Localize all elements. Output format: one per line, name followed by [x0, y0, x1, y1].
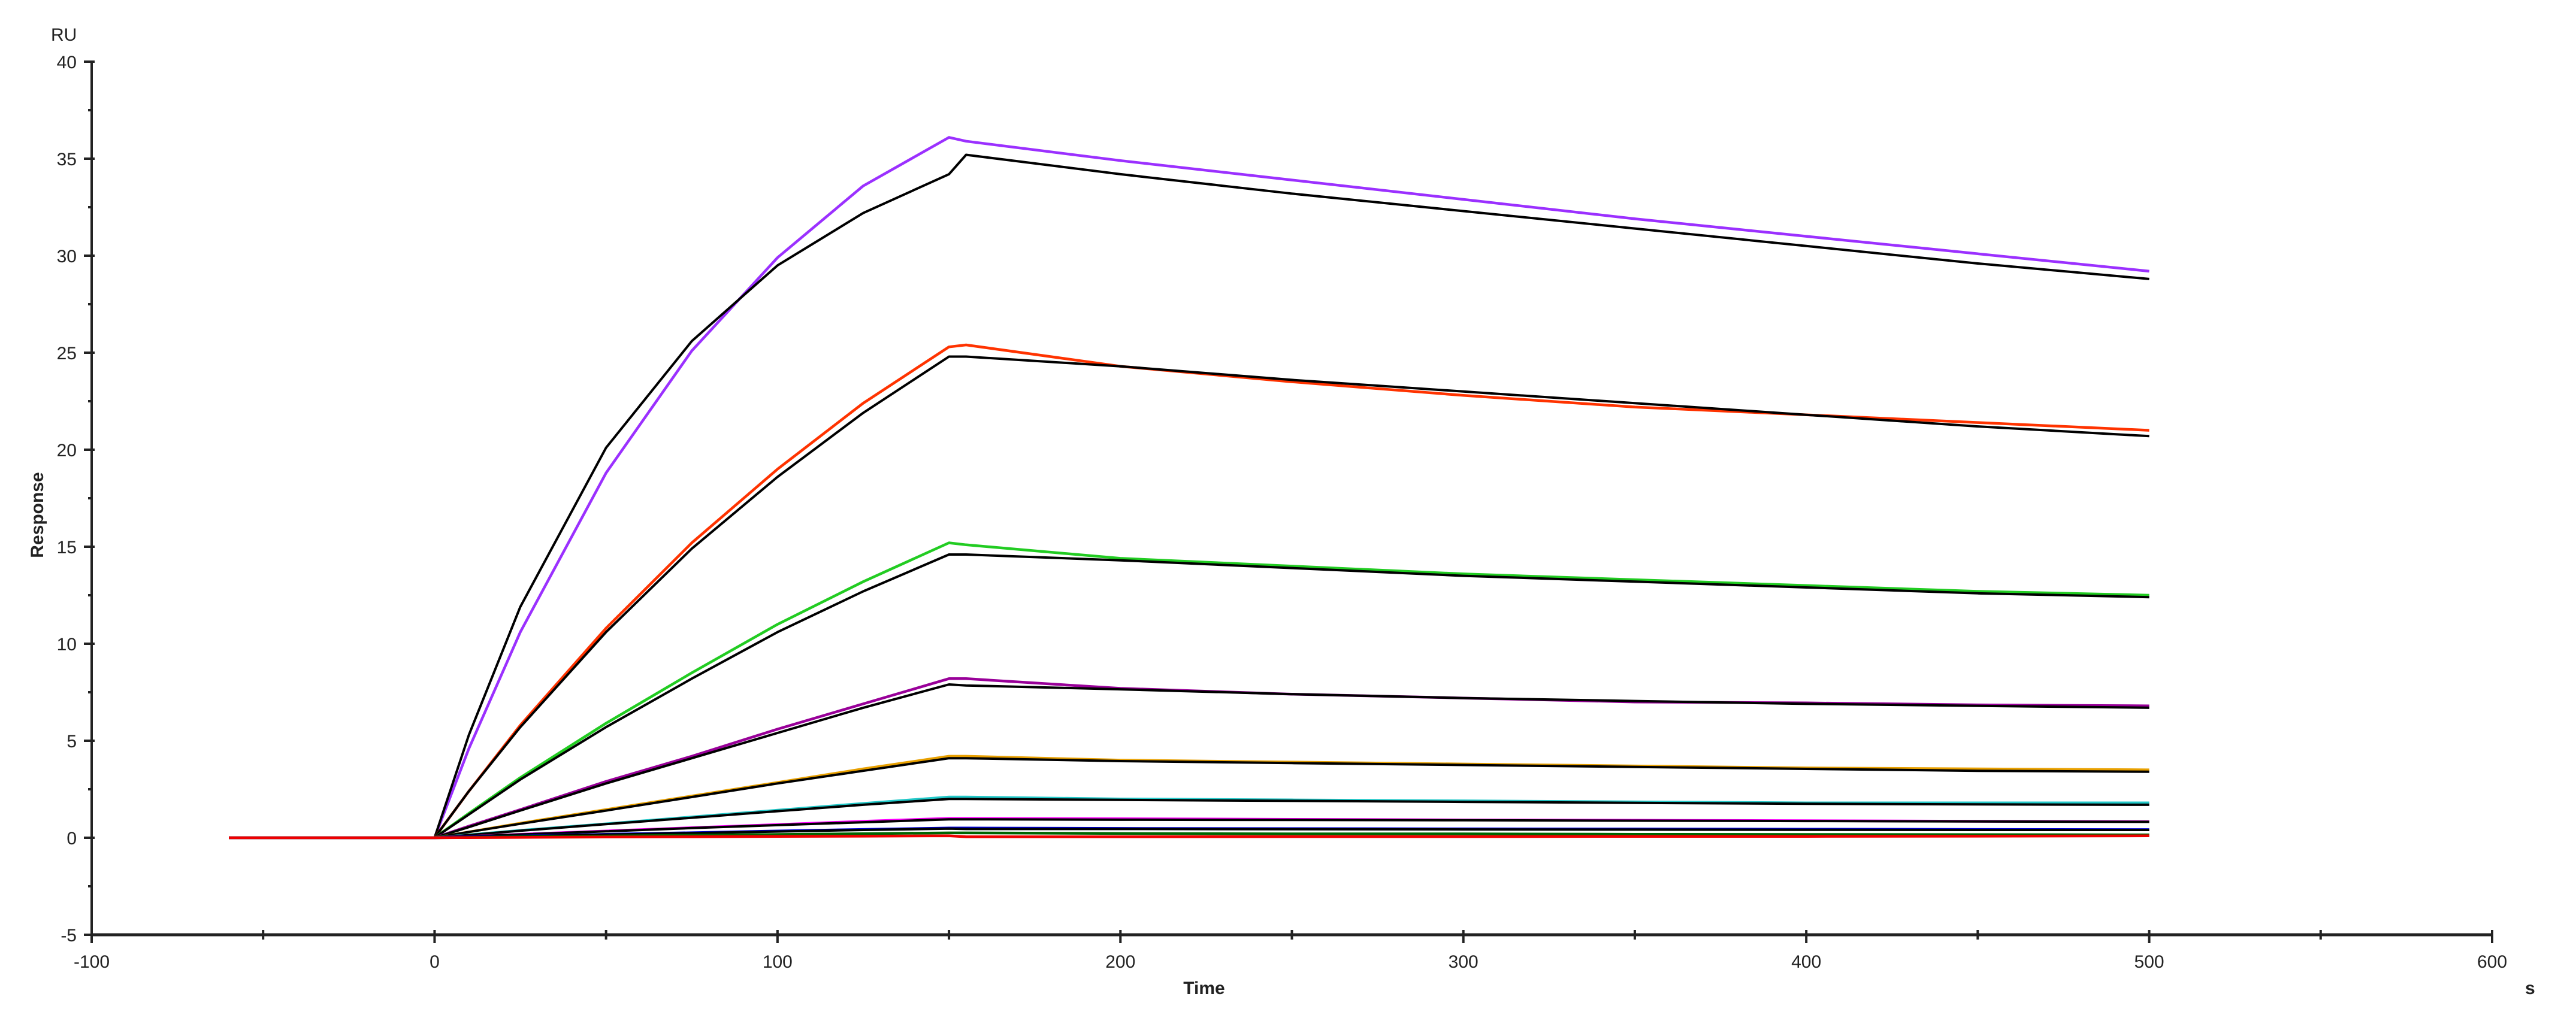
- fit-curve-11: [434, 798, 2149, 839]
- fit-curve-9: [434, 757, 2149, 839]
- x-unit-label: s: [2525, 978, 2535, 998]
- y-tick-label: 0: [66, 829, 77, 849]
- fit-curve-7: [434, 683, 2149, 839]
- response-curve-6: [229, 677, 2149, 840]
- y-tick-label: 20: [57, 441, 77, 460]
- y-tick-label: 30: [57, 247, 77, 266]
- y-tick-label: -5: [61, 926, 77, 946]
- x-tick-label: 200: [1105, 952, 1135, 972]
- y-tick-label: 40: [57, 53, 77, 72]
- x-axis-title: Time: [1183, 978, 1224, 998]
- fit-curve-1: [433, 153, 2149, 838]
- fit-curve-3: [433, 355, 2149, 839]
- fit-curve-13: [434, 818, 2149, 839]
- x-tick-label: 400: [1791, 952, 1821, 972]
- curves-layer: [229, 136, 2149, 840]
- x-tick-label: -100: [74, 952, 110, 972]
- x-tick-label: 600: [2477, 952, 2507, 972]
- y-tick-label: 15: [57, 538, 77, 558]
- fit-curve-5: [434, 553, 2149, 839]
- response-curve-17: [229, 834, 2149, 840]
- x-tick-label: 0: [430, 952, 440, 972]
- x-tick-label: 500: [2134, 952, 2164, 972]
- y-tick-label: 25: [57, 344, 77, 363]
- y-tick-label: 10: [57, 635, 77, 655]
- y-axis-title: Response: [28, 472, 47, 558]
- response-curve-0: [229, 136, 2149, 840]
- x-tick-label: 100: [763, 952, 793, 972]
- y-tick-label: 35: [57, 150, 77, 169]
- x-tick-label: 300: [1449, 952, 1479, 972]
- y-tick-label: 5: [66, 732, 77, 752]
- y-unit-label: RU: [51, 25, 77, 45]
- axes-layer: -5 0 5 10 15 20 25 30 35 40 -100 0 100 200 300 400 500 60…: [57, 53, 2507, 972]
